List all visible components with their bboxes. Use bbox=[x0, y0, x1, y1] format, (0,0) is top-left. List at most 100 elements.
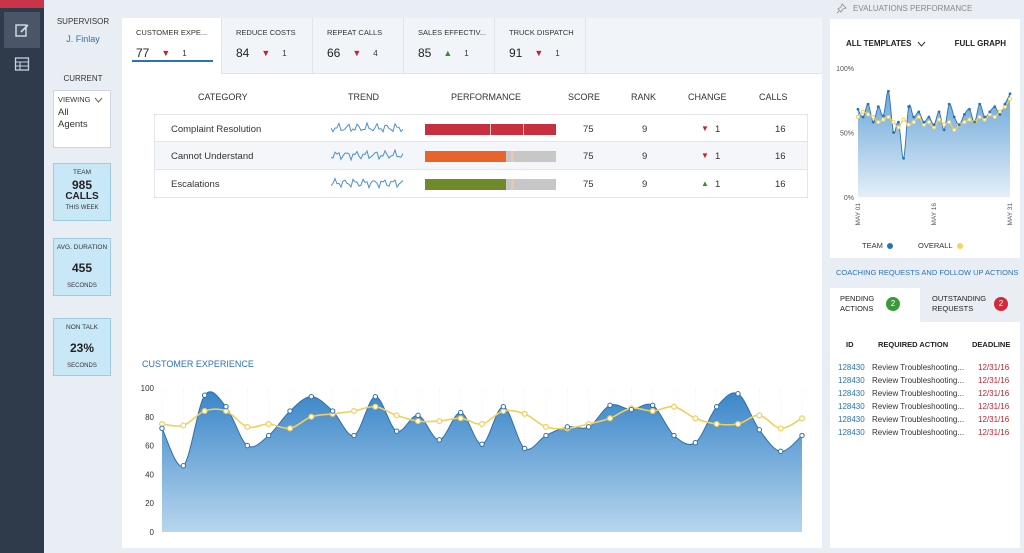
tab-change: 1 bbox=[282, 48, 287, 58]
data-point bbox=[896, 125, 901, 130]
stat-value: 455 bbox=[71, 261, 93, 275]
coaching-tabs: PENDING ACTIONS 2 OUTSTANDING REQUESTS 2 bbox=[830, 288, 1020, 322]
row-rank: 9 bbox=[642, 179, 648, 190]
request-id-link[interactable]: 128430 bbox=[838, 363, 865, 372]
data-point bbox=[521, 445, 528, 452]
data-point bbox=[180, 422, 187, 429]
table-nav-button[interactable] bbox=[4, 46, 40, 82]
list-item[interactable]: 128430 Review Troubleshooting... 12/31/16 bbox=[830, 415, 1020, 428]
y-tick-label: 60 bbox=[145, 442, 154, 451]
data-point bbox=[543, 423, 550, 430]
data-point bbox=[942, 122, 947, 127]
data-point bbox=[521, 410, 528, 417]
data-point bbox=[983, 115, 987, 119]
tab-score: 91 bbox=[509, 46, 523, 60]
edit-nav-button[interactable] bbox=[4, 12, 40, 48]
data-point bbox=[901, 117, 906, 122]
data-point bbox=[1007, 96, 1013, 102]
data-point bbox=[265, 420, 272, 427]
data-point bbox=[897, 120, 900, 124]
data-point bbox=[912, 115, 916, 119]
col-deadline: DEADLINE bbox=[972, 340, 1011, 349]
non-talk-stat: NON TALK 23% SECONDS bbox=[53, 318, 111, 376]
data-point bbox=[564, 424, 571, 430]
kpi-tabs: CUSTOMER EXPE... 77 ▼ 1 REDUCE COSTS 84 ▼ 1 … bbox=[122, 18, 822, 74]
y-tick-label: 80 bbox=[145, 413, 154, 422]
data-point bbox=[1003, 102, 1007, 106]
request-deadline: 12/31/16 bbox=[978, 389, 1010, 398]
list-item[interactable]: 128430 Review Troubleshooting... 12/31/16 bbox=[830, 363, 1020, 376]
data-point bbox=[988, 110, 992, 114]
row-calls: 16 bbox=[775, 151, 786, 162]
data-point bbox=[799, 432, 805, 439]
data-point bbox=[351, 408, 358, 415]
legend-overall: OVERALL bbox=[918, 241, 963, 250]
data-point bbox=[967, 117, 972, 122]
request-id-link[interactable]: 128430 bbox=[838, 402, 865, 411]
row-change: 1 bbox=[715, 179, 721, 190]
data-point bbox=[982, 117, 987, 122]
tab-name: CUSTOMER EXPE... bbox=[136, 28, 208, 37]
supervisor-label: SUPERVISOR bbox=[56, 17, 110, 26]
performance-bar-fill bbox=[425, 151, 507, 162]
supervisor-name-link[interactable]: J. Finlay bbox=[66, 34, 100, 44]
viewing-dropdown[interactable]: VIEWING All Agents bbox=[53, 90, 111, 148]
stat-title: NON TALK bbox=[66, 324, 98, 331]
evaluations-card: ALL TEMPLATES FULL GRAPH 0% 50% 100% MAY 01… bbox=[830, 19, 1020, 258]
list-item[interactable]: 128430 Review Troubleshooting... 12/31/16 bbox=[830, 428, 1020, 441]
list-item[interactable]: 128430 Review Troubleshooting... 12/31/16 bbox=[830, 389, 1020, 402]
table-row[interactable]: Escalations 75 9 ▲ 1 16 bbox=[154, 170, 808, 198]
stat-title: AVG. DURATION bbox=[56, 244, 108, 251]
data-point bbox=[756, 412, 763, 419]
request-id-link[interactable]: 128430 bbox=[838, 415, 865, 424]
row-score: 75 bbox=[583, 179, 594, 190]
tab-repeat-calls[interactable]: REPEAT CALLS 66 ▼ 4 bbox=[313, 18, 404, 74]
tab-score: 85 bbox=[418, 46, 432, 60]
tab-truck-dispatch[interactable]: TRUCK DISPATCH 91 ▼ 1 bbox=[495, 18, 586, 74]
data-point bbox=[887, 89, 890, 93]
request-id-link[interactable]: 128430 bbox=[838, 428, 865, 437]
down-arrow-icon: ▼ bbox=[701, 124, 709, 133]
data-point bbox=[287, 425, 294, 432]
data-point bbox=[992, 114, 997, 120]
list-item[interactable]: 128430 Review Troubleshooting... 12/31/16 bbox=[830, 376, 1020, 389]
row-rank: 9 bbox=[642, 124, 648, 135]
col-performance: PERFORMANCE bbox=[451, 92, 522, 102]
down-arrow-icon: ▼ bbox=[701, 151, 709, 160]
data-point bbox=[968, 107, 971, 111]
x-tick-label: MAY 31 bbox=[1007, 203, 1014, 226]
down-arrow-icon: ▼ bbox=[161, 48, 171, 58]
request-id-link[interactable]: 128430 bbox=[838, 389, 865, 398]
request-id-link[interactable]: 128430 bbox=[838, 376, 865, 385]
stat-sub: THIS WEEK bbox=[65, 205, 99, 211]
request-deadline: 12/31/16 bbox=[978, 402, 1010, 411]
nav-rail bbox=[0, 0, 44, 553]
request-deadline: 12/31/16 bbox=[978, 363, 1010, 372]
tab-outstanding-requests[interactable]: OUTSTANDING REQUESTS 2 bbox=[922, 288, 1020, 322]
col-change: CHANGE bbox=[688, 92, 727, 102]
data-point bbox=[932, 123, 936, 127]
templates-dropdown[interactable]: ALL TEMPLATES bbox=[846, 39, 926, 48]
legend-team-dot bbox=[886, 242, 893, 249]
data-point bbox=[159, 425, 165, 432]
pending-count-badge: 2 bbox=[886, 297, 900, 311]
table-row[interactable]: Cannot Understand 75 9 ▼ 1 16 bbox=[154, 142, 808, 170]
table-row[interactable]: Complaint Resolution 75 9 ▼ 1 16 bbox=[154, 114, 808, 142]
tab-score: 84 bbox=[236, 46, 250, 60]
tab-sales-effectiveness[interactable]: SALES EFFECTIV... 85 ▲ 1 bbox=[404, 18, 495, 74]
data-point bbox=[415, 418, 422, 425]
list-item[interactable]: 128430 Review Troubleshooting... 12/31/16 bbox=[830, 402, 1020, 415]
tab-reduce-costs[interactable]: REDUCE COSTS 84 ▼ 1 bbox=[222, 18, 313, 74]
chevron-down-icon bbox=[918, 41, 926, 47]
data-point bbox=[713, 404, 720, 410]
rail-accent bbox=[0, 0, 44, 8]
data-point bbox=[585, 424, 592, 430]
data-point bbox=[436, 418, 443, 425]
data-point bbox=[947, 102, 951, 106]
tab-customer-experience[interactable]: CUSTOMER EXPE... 77 ▼ 1 bbox=[122, 18, 222, 74]
col-rank: RANK bbox=[631, 92, 657, 102]
data-point bbox=[244, 423, 251, 430]
full-graph-link[interactable]: FULL GRAPH bbox=[954, 39, 1006, 48]
tab-pending-actions[interactable]: PENDING ACTIONS 2 bbox=[830, 288, 920, 322]
trend-sparkline bbox=[331, 148, 403, 162]
